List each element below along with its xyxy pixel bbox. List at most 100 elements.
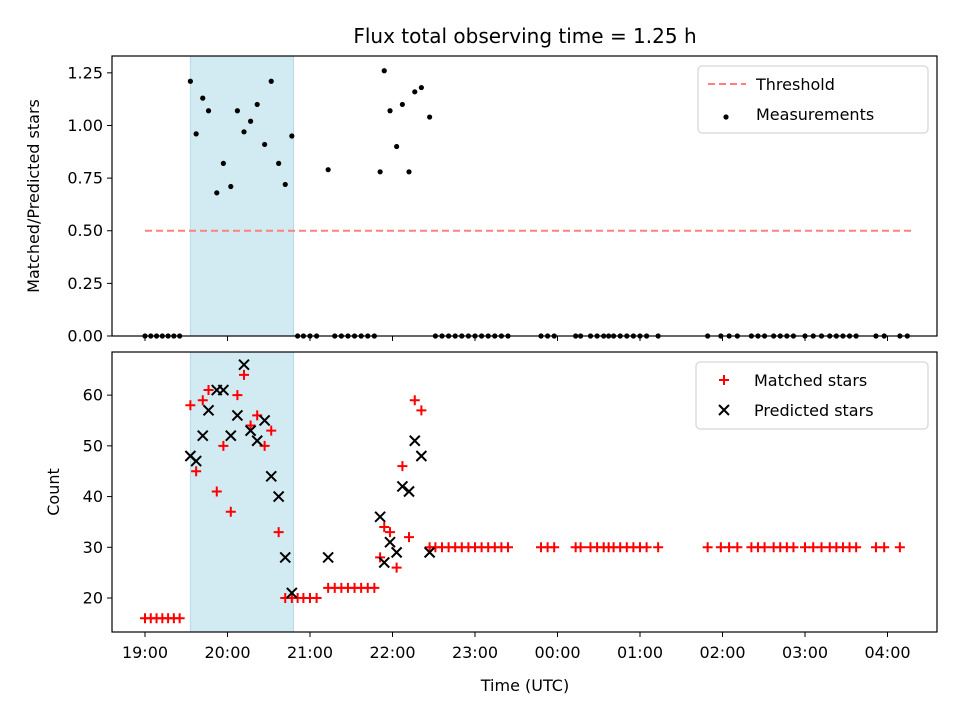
data-point bbox=[234, 108, 240, 114]
data-point bbox=[403, 485, 415, 498]
data-point bbox=[406, 169, 412, 175]
data-point bbox=[423, 546, 436, 559]
data-point bbox=[193, 131, 199, 137]
legend-label: Threshold bbox=[755, 75, 835, 94]
data-point bbox=[203, 385, 214, 396]
data-point bbox=[211, 486, 222, 497]
data-point bbox=[311, 593, 322, 604]
y-tick-label: 30 bbox=[83, 538, 103, 557]
data-point bbox=[228, 183, 234, 190]
data-point bbox=[174, 613, 185, 624]
data-point bbox=[369, 582, 380, 593]
data-point bbox=[273, 527, 284, 538]
y-tick-label: 1.00 bbox=[67, 116, 103, 135]
data-point bbox=[391, 562, 402, 573]
data-point bbox=[262, 141, 268, 148]
data-point bbox=[214, 190, 220, 196]
data-point bbox=[272, 490, 285, 503]
x-tick-label: 21:00 bbox=[287, 643, 333, 662]
data-point bbox=[409, 395, 420, 406]
data-point bbox=[378, 556, 390, 569]
x-axis-label: Time (UTC) bbox=[480, 676, 569, 695]
bottom-series-matched-stars bbox=[140, 369, 905, 624]
x-tick-label: 04:00 bbox=[864, 643, 910, 662]
data-point bbox=[409, 435, 421, 447]
data-point bbox=[282, 181, 288, 188]
x-tick-label: 20:00 bbox=[204, 643, 250, 662]
y-tick-label: 0.75 bbox=[67, 169, 103, 188]
data-point bbox=[245, 420, 256, 431]
data-point bbox=[187, 78, 193, 84]
data-point bbox=[232, 390, 243, 401]
legend-label: Predicted stars bbox=[754, 401, 874, 420]
legend-label: Matched stars bbox=[754, 371, 867, 390]
data-point bbox=[404, 532, 414, 543]
x-tick-label: 02:00 bbox=[699, 643, 745, 662]
data-point bbox=[220, 160, 226, 166]
y-tick-label: 0.00 bbox=[67, 327, 103, 346]
legend-label: Measurements bbox=[756, 105, 874, 124]
legend-marker bbox=[723, 114, 729, 120]
top-y-axis-label: Matched/Predicted stars bbox=[24, 99, 43, 293]
x-tick-label: 22:00 bbox=[369, 643, 415, 662]
data-point bbox=[266, 425, 277, 436]
data-point bbox=[265, 470, 277, 482]
y-tick-label: 0.25 bbox=[67, 274, 103, 293]
y-tick-label: 1.25 bbox=[67, 63, 103, 82]
data-point bbox=[248, 118, 254, 124]
data-point bbox=[702, 542, 713, 553]
bottom-shaded-span bbox=[189, 351, 294, 633]
data-point bbox=[418, 84, 424, 91]
data-point bbox=[384, 536, 396, 548]
data-point bbox=[641, 542, 652, 553]
y-tick-label: 40 bbox=[83, 487, 103, 506]
x-tick-label: 23:00 bbox=[452, 643, 498, 662]
data-point bbox=[379, 522, 390, 532]
data-point bbox=[200, 95, 206, 101]
data-point bbox=[427, 114, 433, 120]
data-point bbox=[397, 461, 408, 472]
x-tick-label: 19:00 bbox=[122, 643, 168, 662]
top-shaded-span bbox=[189, 55, 294, 337]
data-point bbox=[218, 440, 229, 451]
top-legend: Threshold Measurements bbox=[697, 65, 929, 134]
data-point bbox=[732, 542, 743, 553]
data-point bbox=[286, 587, 298, 599]
data-point bbox=[197, 429, 209, 442]
data-point bbox=[241, 129, 247, 135]
data-point bbox=[549, 542, 560, 553]
x-tick-label: 01:00 bbox=[617, 643, 663, 662]
data-point bbox=[325, 167, 331, 173]
data-point bbox=[185, 400, 196, 411]
data-point bbox=[217, 384, 230, 396]
data-point bbox=[385, 527, 396, 538]
data-point bbox=[879, 542, 890, 553]
data-point bbox=[239, 369, 249, 380]
data-point bbox=[387, 108, 393, 114]
data-point bbox=[238, 358, 250, 371]
data-point bbox=[412, 89, 418, 95]
data-point bbox=[231, 409, 244, 422]
data-point bbox=[851, 542, 862, 553]
legend-box bbox=[695, 361, 929, 430]
bottom-panel: 20 30 40 50 60 19:00 20:00 21:00 22:00 23:00 00:00… bbox=[83, 351, 938, 662]
data-point bbox=[390, 546, 403, 559]
data-point bbox=[399, 101, 405, 108]
data-point bbox=[276, 160, 282, 166]
x-tick-label: 00:00 bbox=[534, 643, 580, 662]
data-point bbox=[322, 551, 334, 564]
data-point bbox=[244, 424, 257, 437]
data-point bbox=[374, 511, 386, 523]
data-point bbox=[190, 455, 202, 467]
data-point bbox=[788, 542, 799, 553]
data-point bbox=[377, 169, 383, 175]
bottom-plot-frame bbox=[111, 351, 938, 633]
x-tick-label: 03:00 bbox=[782, 643, 828, 662]
data-point bbox=[268, 78, 274, 84]
legend-box bbox=[697, 65, 929, 134]
data-point bbox=[396, 480, 409, 493]
data-point bbox=[759, 542, 770, 553]
y-tick-label: 50 bbox=[83, 436, 103, 455]
top-panel: 0.00 0.25 0.50 0.75 1.00 1.25 Threshold Measure… bbox=[67, 55, 938, 346]
